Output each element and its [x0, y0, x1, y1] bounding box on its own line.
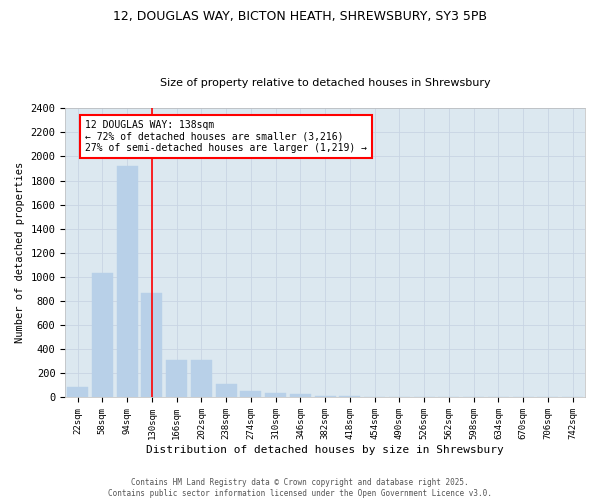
Bar: [364, 397, 385, 398]
Bar: [389, 397, 410, 398]
Text: Contains HM Land Registry data © Crown copyright and database right 2025.
Contai: Contains HM Land Registry data © Crown c…: [108, 478, 492, 498]
Bar: [191, 360, 212, 398]
Y-axis label: Number of detached properties: Number of detached properties: [15, 162, 25, 344]
Bar: [241, 392, 262, 398]
Bar: [67, 387, 88, 398]
Text: 12 DOUGLAS WAY: 138sqm
← 72% of detached houses are smaller (3,216)
27% of semi-: 12 DOUGLAS WAY: 138sqm ← 72% of detached…: [85, 120, 367, 154]
Bar: [116, 166, 137, 398]
Bar: [314, 396, 335, 398]
Bar: [166, 360, 187, 398]
Bar: [215, 384, 236, 398]
Bar: [340, 396, 361, 398]
Bar: [265, 392, 286, 398]
X-axis label: Distribution of detached houses by size in Shrewsbury: Distribution of detached houses by size …: [146, 445, 504, 455]
Bar: [92, 274, 113, 398]
Bar: [290, 394, 311, 398]
Bar: [142, 292, 163, 398]
Text: 12, DOUGLAS WAY, BICTON HEATH, SHREWSBURY, SY3 5PB: 12, DOUGLAS WAY, BICTON HEATH, SHREWSBUR…: [113, 10, 487, 23]
Title: Size of property relative to detached houses in Shrewsbury: Size of property relative to detached ho…: [160, 78, 490, 88]
